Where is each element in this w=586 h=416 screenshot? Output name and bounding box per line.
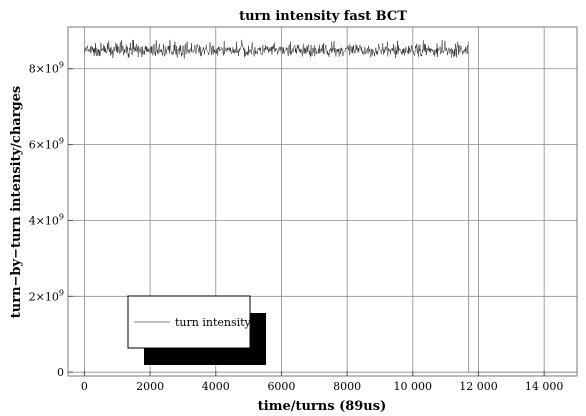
y-tick-label: 4×109: [29, 212, 64, 227]
x-tick-label: 14 000: [525, 380, 564, 393]
ticks: 0 2000 4000 6000 8000 10 000 12 000 14 000 0 2×10…: [29, 61, 564, 393]
y-tick-label: 8×109: [29, 61, 64, 76]
series-drop-line: [468, 50, 577, 373]
x-tick-label: 12 000: [459, 380, 498, 393]
y-tick-label: 2×109: [29, 288, 64, 303]
series-layer: [84, 39, 577, 373]
x-tick-label: 4000: [202, 380, 230, 393]
x-tick-label: 8000: [333, 380, 361, 393]
series-noise-trace: [84, 39, 469, 59]
chart-title: turn intensity fast BCT: [239, 9, 407, 24]
grid: [68, 27, 577, 376]
y-tick-label: 6×109: [29, 137, 64, 152]
y-axis-label: turn−by−turn intensity/charges: [9, 86, 24, 318]
x-tick-label: 0: [81, 380, 88, 393]
y-tick-label: 0: [57, 366, 64, 379]
x-tick-label: 6000: [267, 380, 295, 393]
legend: turn intensity: [127, 295, 266, 365]
x-tick-label: 2000: [136, 380, 164, 393]
plot-frame: [67, 26, 578, 377]
legend-label: turn intensity: [175, 316, 252, 329]
x-tick-label: 10 000: [394, 380, 433, 393]
x-axis-label: time/turns (89us): [258, 399, 386, 414]
